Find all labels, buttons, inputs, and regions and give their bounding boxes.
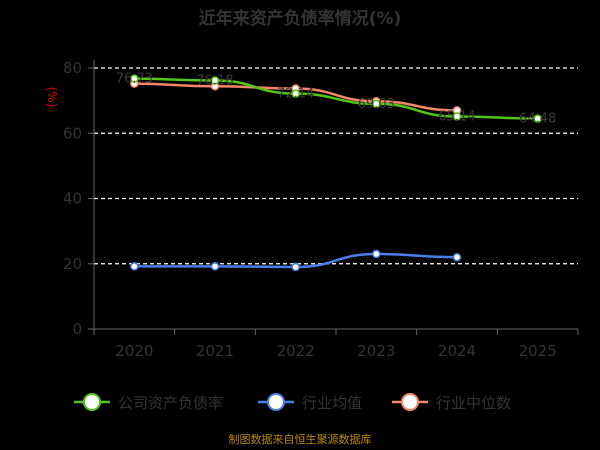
x-tick-label: 2025 [519, 342, 557, 360]
y-axis-unit: (%) [45, 87, 59, 108]
legend-swatch-marker [83, 393, 101, 411]
y-tick-label: 60 [63, 124, 82, 142]
x-tick-label: 2023 [357, 342, 395, 360]
legend-swatch-marker [401, 393, 419, 411]
x-tick-label: 2024 [438, 342, 476, 360]
data-label: 76.18 [196, 73, 233, 88]
series-line [134, 77, 538, 120]
legend-label: 行业中位数 [436, 394, 511, 412]
data-point [291, 262, 300, 272]
x-tick-label: 2021 [196, 342, 234, 360]
data-label: 65.14 [438, 109, 475, 124]
legend-swatch-marker [267, 393, 285, 411]
data-label: 76.73 [116, 72, 153, 87]
data-point [372, 99, 381, 109]
y-tick-label: 40 [63, 190, 82, 208]
data-point [533, 114, 542, 123]
data-point [130, 74, 139, 83]
data-point [130, 262, 139, 271]
grid [94, 67, 578, 265]
data-point [210, 76, 220, 85]
y-tick-label: 0 [72, 320, 82, 338]
y-tick-label: 80 [63, 59, 82, 77]
x-tick-label: 2020 [115, 342, 153, 360]
data-label: 69.03 [358, 97, 395, 112]
data-label: 72.14 [277, 87, 314, 102]
data-point [452, 112, 462, 121]
chart-title: 近年来资产负债率情况(%) [199, 8, 402, 29]
axes: 0 20 40 60 80 2020 2021 2022 2023 2024 2025 [63, 59, 579, 360]
legend-label: 行业均值 [302, 394, 362, 412]
source-note: 制图数据来自恒生聚源数据库 [229, 432, 372, 446]
legend: 公司资产负债率 行业均值 行业中位数 [74, 393, 511, 412]
legend-label: 公司资产负债率 [118, 394, 223, 412]
data-point [291, 89, 300, 98]
data-label: 64.48 [519, 112, 556, 127]
data-point [210, 262, 220, 271]
x-tick-label: 2022 [277, 342, 315, 360]
data-point [452, 252, 462, 262]
data-labels: 76.73 76.18 72.14 69.03 65.14 64.48 [116, 72, 557, 127]
series-lines [130, 74, 542, 272]
data-point [372, 249, 381, 259]
y-tick-label: 20 [63, 255, 82, 273]
